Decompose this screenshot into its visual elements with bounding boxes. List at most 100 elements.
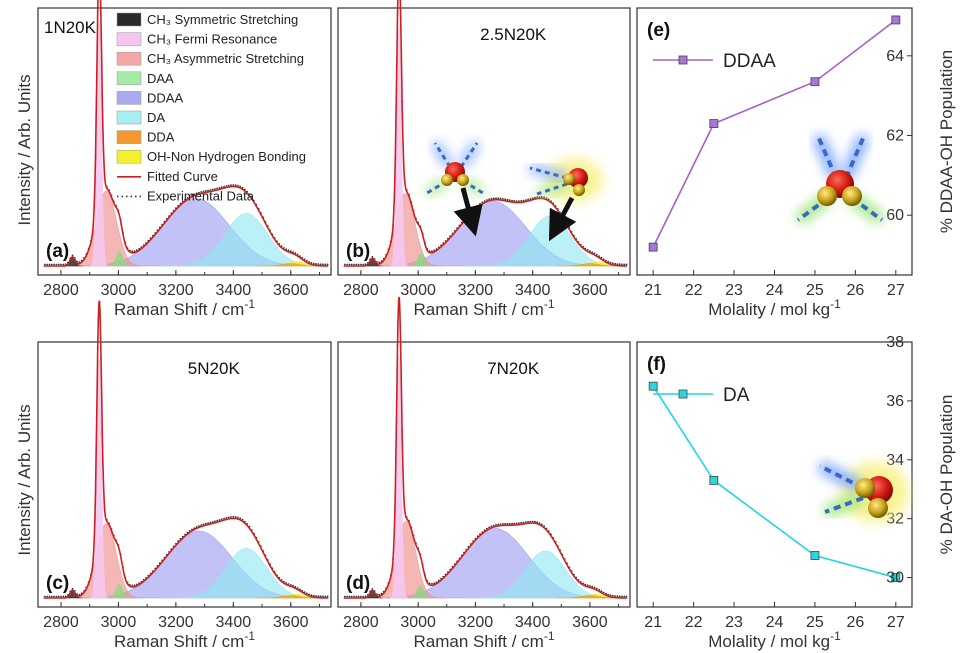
x-axis-label: Raman Shift / cm-1	[114, 629, 255, 651]
data-point	[810, 77, 820, 87]
experimental-dot	[488, 198, 491, 201]
experimental-dot	[586, 584, 589, 587]
legend-label: DDAA	[723, 51, 776, 72]
experimental-dot	[492, 197, 495, 200]
experimental-dot	[522, 521, 525, 524]
x-tick-label: 23	[725, 614, 743, 631]
x-tick-label: 3400	[216, 282, 252, 299]
experimental-dot	[237, 184, 239, 187]
experimental-dot	[227, 184, 230, 187]
experimental-dot	[518, 200, 520, 203]
experimental-dot	[214, 188, 216, 190]
x-tick-label: 3600	[572, 282, 608, 299]
experimental-dot	[355, 263, 358, 266]
legend-label: DAA	[147, 71, 174, 86]
experimental-dot	[48, 595, 51, 598]
experimental-dot	[211, 188, 214, 191]
experimental-dot	[287, 249, 290, 252]
experimental-dot	[207, 189, 210, 192]
experimental-dot	[492, 524, 495, 527]
experimental-dot	[198, 191, 200, 194]
experimental-dot	[57, 595, 60, 598]
legend-label: OH-Non Hydrogen Bonding	[147, 149, 306, 164]
experimental-dot	[531, 197, 534, 200]
experimental-dot	[531, 520, 534, 523]
experimental-dot	[357, 263, 360, 266]
experimental-dot	[520, 200, 523, 202]
experimental-dot	[527, 198, 529, 201]
panel-letter: (e)	[647, 20, 670, 41]
experimental-dot	[616, 263, 619, 265]
y-tick-label: 64	[886, 48, 904, 65]
experimental-dot	[53, 595, 55, 598]
experimental-dot	[204, 190, 207, 192]
legend-swatch	[116, 71, 142, 86]
experimental-dot	[616, 595, 619, 598]
molecule-da-large-icon	[817, 460, 909, 522]
experimental-dot	[195, 192, 198, 195]
experimental-dot	[220, 186, 223, 189]
experimental-dot	[232, 516, 235, 518]
legend-label: CH₃ Asymmetric Stretching	[147, 51, 304, 66]
sample-label: 1N20K	[44, 18, 97, 37]
legend-swatch	[116, 149, 142, 164]
experimental-dot	[64, 263, 67, 266]
experimental-dot	[44, 263, 46, 266]
x-axis-label: Raman Shift / cm-1	[413, 629, 554, 651]
experimental-dot	[593, 586, 596, 589]
experimental-dot	[623, 263, 626, 266]
experimental-dot	[322, 595, 324, 598]
experimental-dot	[529, 198, 532, 200]
experimental-dot	[431, 582, 433, 585]
experimental-dot	[324, 263, 327, 266]
experimental-dot	[371, 255, 374, 258]
experimental-dot	[346, 263, 349, 266]
experimental-dot	[350, 263, 353, 266]
x-axis-label: Molality / mol kg-1	[708, 297, 841, 319]
x-tick-label: 2800	[43, 614, 79, 631]
experimental-dot	[371, 588, 374, 590]
panel-letter: (d)	[346, 573, 370, 594]
experimental-dot	[607, 593, 610, 596]
x-tick-label: 3400	[515, 282, 551, 299]
experimental-dot	[315, 595, 317, 597]
panel-e: 21 22 23 24 25 26 27 60 62 64 Molality / mol kg-1%…	[636, 7, 956, 319]
data-point	[648, 242, 658, 252]
panel-b: 2800 3000 3200 3400 3600 Raman Shift / cm-1 (b…	[337, 0, 631, 319]
panel-letter: (c)	[46, 573, 69, 594]
peak-ch-asymmetric-stretching	[368, 520, 444, 599]
experimental-dot	[621, 263, 623, 266]
experimental-dot	[310, 262, 313, 264]
series-line	[652, 19, 897, 248]
x-tick-label: 25	[806, 282, 824, 299]
sample-label: 5N20K	[188, 359, 241, 378]
panel-c: 2800 3000 3200 3400 3600 Raman Shift / cm-1 (c…	[37, 300, 332, 651]
experimental-dot	[50, 263, 53, 266]
legend-swatch	[116, 91, 142, 105]
x-tick-label: 22	[685, 282, 703, 299]
panel-letter: (f)	[647, 354, 666, 375]
experimental-dot	[50, 595, 53, 598]
experimental-dot	[326, 263, 329, 266]
experimental-dot	[344, 595, 346, 598]
experimental-dot	[591, 585, 594, 588]
plot-frame	[37, 7, 332, 276]
fitted-curve	[343, 296, 628, 599]
legend-label: CH₃ Fermi Resonance	[147, 32, 277, 47]
experimental-dot	[319, 263, 322, 266]
experimental-dot	[53, 263, 55, 266]
x-tick-label: 24	[766, 614, 784, 631]
experimental-data-points	[44, 9, 329, 266]
legend-swatch	[116, 32, 142, 46]
experimental-dot	[625, 595, 628, 598]
experimental-dot	[378, 261, 381, 264]
experimental-dot	[360, 263, 362, 266]
experimental-dot	[310, 594, 313, 597]
peak-daa	[106, 251, 132, 267]
experimental-dot	[317, 263, 320, 265]
x-axis-label: Raman Shift / cm-1	[413, 297, 554, 319]
experimental-dot	[319, 595, 322, 598]
x-tick-label: 3600	[273, 282, 309, 299]
experimental-dot	[609, 594, 612, 597]
